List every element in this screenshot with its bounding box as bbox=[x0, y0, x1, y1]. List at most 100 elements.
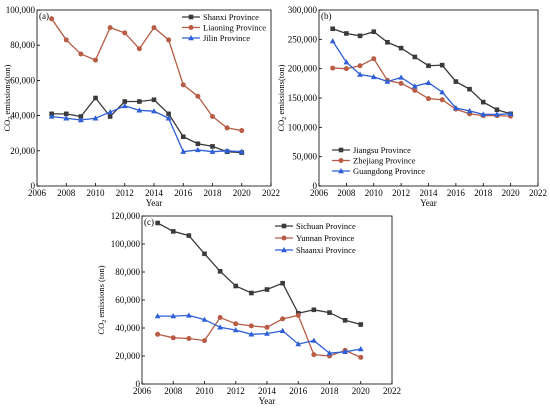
data-point bbox=[480, 99, 486, 105]
y-tick-label: 0 bbox=[313, 181, 318, 191]
data-point bbox=[238, 148, 245, 154]
x-tick-label: 2022 bbox=[262, 188, 280, 198]
x-tick-label: 2006 bbox=[310, 188, 329, 198]
data-point bbox=[224, 147, 231, 153]
data-point bbox=[78, 51, 84, 57]
legend-marker bbox=[281, 235, 287, 241]
y-tick-label: 150,000 bbox=[288, 93, 318, 103]
chart-panel-2: 2006 2008 2010 2012 2014 2016 2018 2020 2022 0 50,… bbox=[276, 5, 547, 208]
data-point bbox=[310, 337, 317, 343]
data-point bbox=[136, 46, 142, 52]
x-tick-label: 2014 bbox=[420, 188, 439, 198]
data-point bbox=[398, 80, 404, 86]
x-tick-label: 2020 bbox=[233, 188, 252, 198]
legend-label: Zhejiang Province bbox=[353, 156, 416, 166]
legend-entry: Shaanxi Province bbox=[275, 245, 356, 255]
x-tick-label: 2006 bbox=[133, 386, 152, 396]
data-point bbox=[439, 97, 445, 103]
panel-label: (c) bbox=[144, 217, 154, 227]
data-point bbox=[154, 313, 161, 319]
legend-entry: Jiangsu Province bbox=[332, 145, 411, 155]
data-point bbox=[507, 110, 514, 117]
data-point bbox=[384, 78, 391, 84]
data-point bbox=[194, 146, 201, 153]
data-point bbox=[439, 62, 445, 68]
x-tick-label: 2022 bbox=[383, 386, 401, 396]
y-axis-label-rest: emissions(ton) bbox=[2, 64, 12, 116]
data-point bbox=[63, 115, 70, 121]
data-point bbox=[494, 107, 500, 113]
legend-marker bbox=[188, 25, 194, 30]
data-point bbox=[121, 102, 128, 109]
y-tick-label: 80,000 bbox=[10, 40, 35, 50]
data-point bbox=[107, 109, 114, 115]
data-point bbox=[202, 338, 207, 344]
data-point bbox=[453, 79, 459, 84]
data-point bbox=[151, 97, 157, 103]
series-2 bbox=[49, 16, 245, 134]
data-point bbox=[122, 99, 128, 104]
x-axis-label: Year bbox=[259, 396, 276, 406]
legend-label: Shaanxi Province bbox=[296, 245, 356, 255]
legend-entry: Jilin Province bbox=[182, 33, 250, 43]
data-point bbox=[330, 65, 336, 71]
x-tick-label: 2018 bbox=[321, 386, 340, 396]
data-point bbox=[248, 323, 254, 329]
data-point bbox=[452, 104, 459, 111]
y-tick-label: 100,000 bbox=[111, 239, 141, 249]
data-point bbox=[426, 63, 431, 69]
legend-marker bbox=[338, 147, 344, 153]
series-line bbox=[51, 18, 242, 132]
legend-marker bbox=[338, 158, 344, 163]
data-point bbox=[264, 287, 270, 292]
data-point bbox=[48, 113, 55, 119]
data-point bbox=[166, 111, 171, 117]
plot-frame bbox=[141, 215, 393, 385]
data-point bbox=[357, 346, 364, 352]
legend-label: Liaoning Province bbox=[203, 23, 266, 33]
data-point bbox=[467, 86, 472, 92]
y-axis-label-subscript: 2 bbox=[282, 117, 288, 120]
data-point bbox=[295, 341, 302, 347]
y-tick-label: 60,000 bbox=[10, 75, 35, 85]
legend-label: Shanxi Province bbox=[203, 12, 259, 22]
data-point bbox=[358, 354, 364, 360]
data-point bbox=[249, 290, 254, 296]
data-point bbox=[425, 79, 432, 85]
data-point bbox=[186, 336, 192, 341]
data-point bbox=[186, 233, 192, 238]
data-point bbox=[92, 115, 99, 121]
series-line bbox=[332, 40, 511, 116]
y-tick-label: 40,000 bbox=[10, 111, 35, 121]
data-point bbox=[170, 229, 176, 234]
x-tick-label: 2020 bbox=[352, 386, 371, 396]
x-tick-label: 2010 bbox=[196, 386, 215, 396]
data-point bbox=[357, 33, 363, 39]
data-point bbox=[412, 54, 418, 60]
data-point bbox=[209, 148, 216, 154]
panel-label: (a) bbox=[39, 11, 49, 21]
data-point bbox=[439, 89, 446, 95]
x-tick-label: 2008 bbox=[337, 188, 356, 198]
data-point bbox=[264, 330, 270, 336]
data-point bbox=[78, 114, 84, 119]
y-axis-label-subscript: 2 bbox=[8, 117, 14, 120]
legend-entry: Guangdong Province bbox=[332, 166, 425, 176]
data-point bbox=[180, 134, 186, 140]
series-line bbox=[157, 314, 362, 358]
y-tick-label: 300,000 bbox=[288, 5, 318, 15]
series-1 bbox=[49, 95, 245, 155]
legend-entry: Shanxi Province bbox=[182, 12, 259, 22]
x-tick-label: 2016 bbox=[289, 386, 308, 396]
data-point bbox=[412, 87, 418, 93]
series-1 bbox=[155, 220, 364, 327]
x-tick-label: 2016 bbox=[174, 188, 193, 198]
data-point bbox=[233, 321, 239, 327]
series-3 bbox=[154, 312, 364, 356]
data-point bbox=[311, 307, 317, 313]
data-point bbox=[201, 316, 208, 322]
data-point bbox=[151, 25, 157, 31]
data-point bbox=[185, 312, 192, 318]
data-point bbox=[195, 141, 201, 147]
